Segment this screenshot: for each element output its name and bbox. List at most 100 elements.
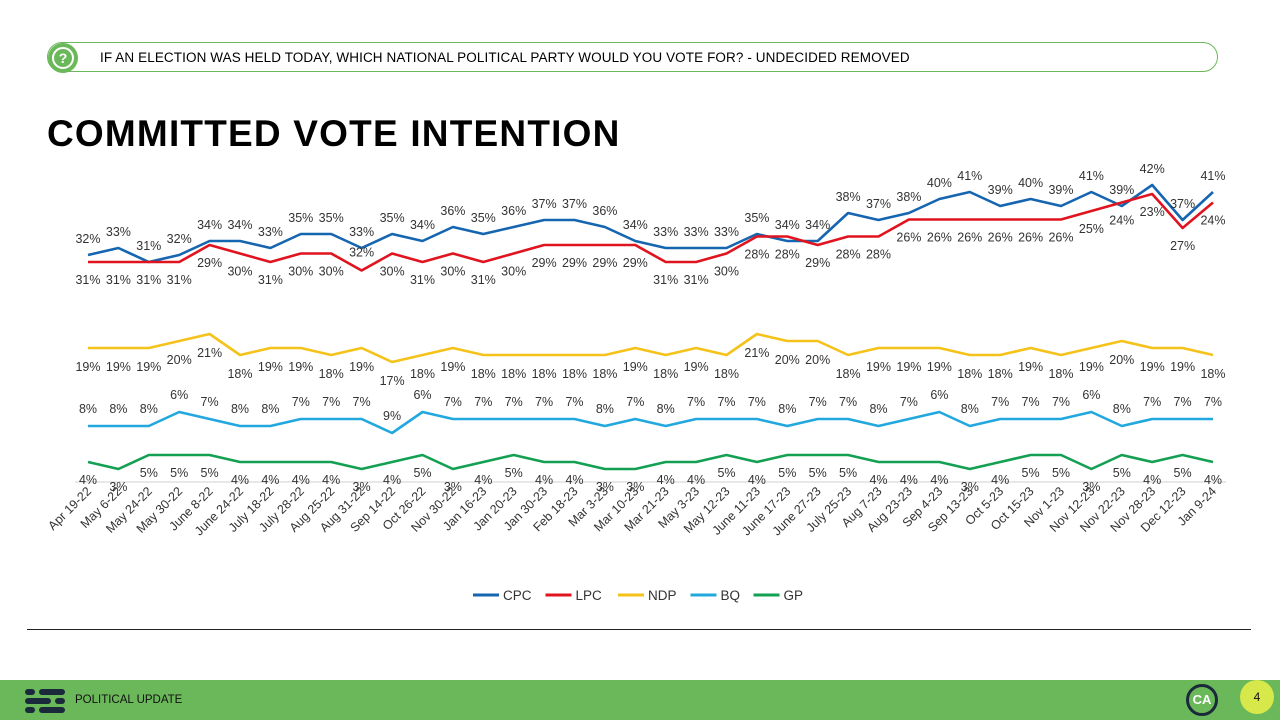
data-label-gp: 5%	[170, 466, 188, 480]
data-label-ndp: 19%	[349, 360, 374, 374]
legend-label-bq: BQ	[721, 588, 741, 603]
data-label-cpc: 36%	[501, 204, 526, 218]
data-label-ndp: 20%	[805, 353, 830, 367]
data-label-bq: 8%	[1113, 402, 1131, 416]
page-title: COMMITTED VOTE INTENTION	[47, 113, 621, 154]
data-label-lpc: 26%	[957, 231, 982, 245]
data-label-lpc: 30%	[319, 265, 344, 279]
data-label-bq: 6%	[170, 388, 188, 402]
data-label-cpc: 34%	[197, 218, 222, 232]
data-label-ndp: 18%	[988, 367, 1013, 381]
data-label-ndp: 18%	[410, 367, 435, 381]
data-label-ndp: 18%	[1200, 367, 1225, 381]
data-label-gp: 4%	[535, 473, 553, 487]
data-label-gp: 4%	[687, 473, 705, 487]
data-label-lpc: 29%	[562, 256, 587, 270]
data-label-ndp: 18%	[501, 367, 526, 381]
data-label-bq: 7%	[809, 395, 827, 409]
data-label-gp: 4%	[292, 473, 310, 487]
data-label-lpc: 30%	[288, 265, 313, 279]
data-label-bq: 8%	[657, 402, 675, 416]
data-label-cpc: 41%	[1079, 169, 1104, 183]
data-label-lpc: 24%	[1109, 214, 1134, 228]
data-label-lpc: 26%	[1018, 231, 1043, 245]
data-label-gp: 5%	[809, 466, 827, 480]
data-label-lpc: 30%	[714, 265, 739, 279]
data-label-lpc: 28%	[866, 248, 891, 262]
data-label-gp: 5%	[1052, 466, 1070, 480]
data-label-lpc: 31%	[106, 273, 131, 287]
data-label-ndp: 18%	[319, 367, 344, 381]
data-label-cpc: 38%	[836, 190, 861, 204]
data-label-cpc: 35%	[471, 211, 496, 225]
data-label-lpc: 31%	[136, 273, 161, 287]
data-label-bq: 7%	[748, 395, 766, 409]
series-line-cpc	[87, 183, 1214, 264]
data-label-ndp: 21%	[197, 346, 222, 360]
data-label-cpc: 32%	[75, 232, 100, 246]
data-label-bq: 6%	[930, 388, 948, 402]
data-label-gp: 4%	[322, 473, 340, 487]
data-label-gp: 4%	[383, 473, 401, 487]
data-label-bq: 7%	[444, 395, 462, 409]
data-label-lpc: 30%	[440, 265, 465, 279]
data-label-bq: 7%	[292, 395, 310, 409]
data-label-lpc: 32%	[349, 246, 374, 260]
data-label-bq: 8%	[869, 402, 887, 416]
data-label-gp: 3%	[626, 480, 644, 494]
data-label-bq: 7%	[839, 395, 857, 409]
data-label-ndp: 19%	[1170, 360, 1195, 374]
data-label-bq: 7%	[717, 395, 735, 409]
data-label-bq: 8%	[778, 402, 796, 416]
data-label-gp: 5%	[1113, 466, 1131, 480]
legend-label-gp: GP	[784, 588, 804, 603]
data-label-gp: 4%	[1143, 473, 1161, 487]
question-circle-icon: ?	[48, 43, 78, 73]
data-label-cpc: 33%	[106, 225, 131, 239]
data-label-cpc: 37%	[866, 197, 891, 211]
data-label-cpc: 35%	[380, 211, 405, 225]
data-label-cpc: 41%	[1200, 169, 1225, 183]
data-label-lpc: 30%	[501, 265, 526, 279]
data-label-bq: 7%	[900, 395, 918, 409]
data-label-lpc: 23%	[1140, 205, 1165, 219]
data-label-ndp: 17%	[380, 374, 405, 388]
data-label-gp: 4%	[565, 473, 583, 487]
data-label-gp: 3%	[444, 480, 462, 494]
data-label-ndp: 18%	[562, 367, 587, 381]
data-label-ndp: 19%	[136, 360, 161, 374]
data-label-cpc: 42%	[1140, 162, 1165, 176]
data-label-bq: 7%	[201, 395, 219, 409]
data-label-bq: 7%	[1143, 395, 1161, 409]
data-label-gp: 3%	[1082, 480, 1100, 494]
data-label-gp: 5%	[839, 466, 857, 480]
data-label-ndp: 18%	[227, 367, 252, 381]
footer-bar	[0, 680, 1280, 720]
data-label-gp: 4%	[900, 473, 918, 487]
data-label-bq: 6%	[413, 388, 431, 402]
data-label-gp: 5%	[1022, 466, 1040, 480]
data-label-lpc: 29%	[197, 256, 222, 270]
data-label-bq: 8%	[140, 402, 158, 416]
data-label-lpc: 31%	[167, 273, 192, 287]
data-label-bq: 7%	[626, 395, 644, 409]
data-label-bq: 7%	[1204, 395, 1222, 409]
data-label-cpc: 38%	[896, 190, 921, 204]
data-label-gp: 5%	[505, 466, 523, 480]
data-label-lpc: 29%	[532, 256, 557, 270]
data-label-ndp: 19%	[440, 360, 465, 374]
data-label-cpc: 39%	[1048, 183, 1073, 197]
data-label-gp: 4%	[261, 473, 279, 487]
data-label-cpc: 34%	[805, 218, 830, 232]
data-label-bq: 6%	[1082, 388, 1100, 402]
data-label-ndp: 18%	[532, 367, 557, 381]
question-bar	[47, 42, 1218, 72]
data-label-lpc: 24%	[1200, 214, 1225, 228]
data-label-gp: 4%	[1204, 473, 1222, 487]
data-label-lpc: 31%	[471, 273, 496, 287]
data-label-gp: 4%	[748, 473, 766, 487]
series-line-lpc	[88, 192, 1214, 272]
data-label-gp: 3%	[596, 480, 614, 494]
data-label-gp: 5%	[1174, 466, 1192, 480]
data-label-bq: 7%	[1052, 395, 1070, 409]
